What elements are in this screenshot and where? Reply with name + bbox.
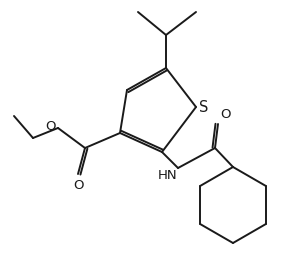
Text: S: S (199, 99, 208, 114)
Text: O: O (73, 179, 83, 192)
Text: O: O (220, 108, 230, 121)
Text: HN: HN (158, 169, 177, 182)
Text: O: O (46, 120, 56, 133)
